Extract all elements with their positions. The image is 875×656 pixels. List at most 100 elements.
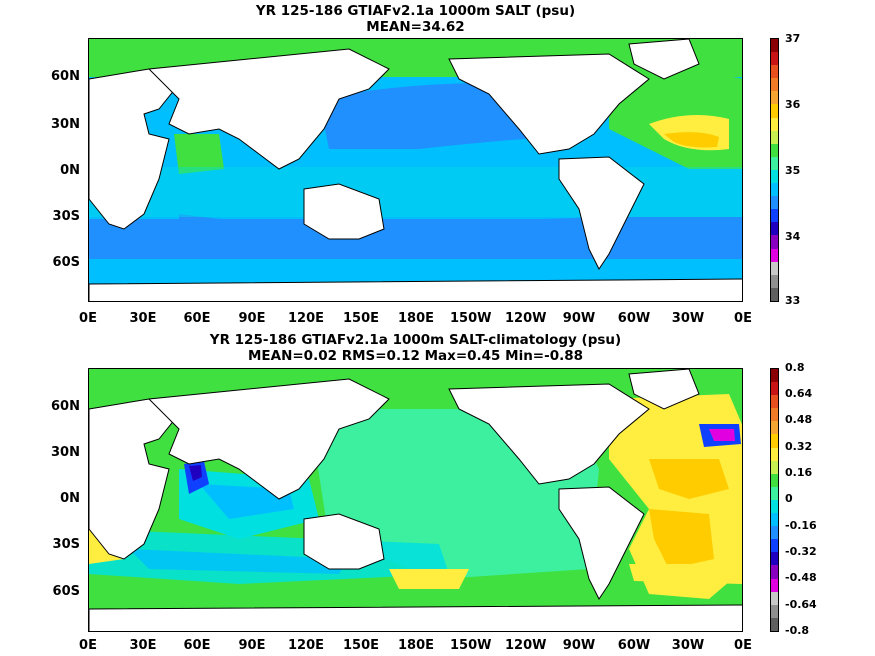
panel2-lat-label: 30S [52,537,80,552]
panel2-lat-label: 60S [52,584,80,599]
panel2-lat-label: 0N [60,491,80,506]
lon-label: 150W [450,638,492,653]
lon-label: 120E [287,311,325,326]
colorbar-segment [771,39,778,53]
panel1-lat-label: 0N [60,163,80,178]
lon-label: 60W [617,638,651,653]
panel2-colorbar-label: 0.8 [785,361,805,374]
panel2-lat-label: 60N [51,399,80,414]
panel1-subtitle: MEAN=34.62 [366,19,465,35]
lon-label: 180E [397,311,435,326]
panel1-colorbar-label: 35 [785,164,801,177]
lon-label: 120W [505,638,547,653]
panel1-colorbar [770,38,779,302]
colorbar-segment [771,369,778,383]
panel1-title: YR 125-186 GTIAFv2.1a 1000m SALT (psu) [255,3,576,19]
colorbar-segment [771,156,778,170]
colorbar-segment [771,526,778,540]
lon-label: 30W [671,638,705,653]
colorbar-segment [771,395,778,409]
colorbar-segment [771,91,778,105]
lon-label: 150E [342,638,380,653]
lon-label: 150W [450,311,492,326]
colorbar-segment [771,565,778,579]
colorbar-segment [771,196,778,210]
colorbar-segment [771,539,778,553]
panel1-colorbar-label: 34 [785,230,801,243]
panel1-colorbar-label: 36 [785,98,801,111]
panel2-colorbar-label: 0 [785,492,793,505]
colorbar-segment [771,274,778,288]
colorbar-segment [771,248,778,262]
colorbar-segment [771,143,778,157]
panel2-title: YR 125-186 GTIAFv2.1a 1000m SALT-climato… [209,332,622,348]
panel1-lat-label: 60N [51,69,80,84]
colorbar-segment [771,169,778,184]
colorbar-segment [771,52,778,66]
panel1-colorbar-label: 33 [785,294,801,307]
colorbar-segment [771,183,778,197]
colorbar-segment [771,117,778,131]
colorbar-segment [771,460,778,474]
lon-label: 30W [671,311,705,326]
panel2-lat-label: 30N [51,445,80,460]
lon-label: 0E [79,638,97,653]
colorbar-segment [771,287,778,301]
colorbar-segment [771,513,778,527]
lon-label: 90W [562,311,596,326]
panel2-colorbar [770,368,779,632]
colorbar-segment [771,499,778,514]
colorbar-segment [771,222,778,236]
panel1-lat-label: 30S [52,209,80,224]
lon-label: 0E [734,311,752,326]
panel2-subtitle: MEAN=0.02 RMS=0.12 Max=0.45 Min=-0.88 [247,348,584,364]
lon-label: 60E [183,311,211,326]
colorbar-segment [771,235,778,249]
lon-label: 180E [397,638,435,653]
lon-label: 0E [79,311,97,326]
colorbar-segment [771,434,778,448]
panel2-colorbar-label: 0.64 [785,387,813,400]
colorbar-segment [771,382,778,396]
colorbar-segment [771,65,778,79]
colorbar-segment [771,473,778,487]
panel1-lat-label: 60S [52,255,80,270]
colorbar-segment [771,209,778,223]
panel1-salinity-map [88,38,743,302]
colorbar-segment [771,578,778,592]
lon-label: 60E [183,638,211,653]
panel2-colorbar-label: -0.32 [785,545,817,558]
panel2-colorbar-label: -0.16 [785,519,817,532]
colorbar-segment [771,78,778,92]
colorbar-segment [771,447,778,461]
lon-label: 90E [238,311,266,326]
panel2-salinity-anomaly-map [88,368,743,632]
panel1-colorbar-label: 37 [785,32,801,45]
panel2-colorbar-label: 0.48 [785,413,813,426]
colorbar-segment [771,552,778,566]
lon-label: 120W [505,311,547,326]
colorbar-segment [771,486,778,500]
colorbar-segment [771,617,778,631]
colorbar-segment [771,604,778,618]
panel2-colorbar-label: 0.16 [785,466,813,479]
lon-label: 30E [129,311,157,326]
panel2-colorbar-label: -0.48 [785,571,817,584]
panel2-colorbar-label: -0.8 [785,624,810,637]
colorbar-segment [771,408,778,422]
colorbar-segment [771,421,778,435]
lon-label: 90W [562,638,596,653]
colorbar-segment [771,261,778,275]
lon-label: 150E [342,311,380,326]
lon-label: 120E [287,638,325,653]
colorbar-segment [771,591,778,605]
lon-label: 90E [238,638,266,653]
colorbar-segment [771,130,778,144]
panel1-lat-label: 30N [51,117,80,132]
lon-label: 60W [617,311,651,326]
lon-label: 30E [129,638,157,653]
lon-label: 0E [734,638,752,653]
colorbar-segment [771,104,778,118]
panel2-colorbar-label: -0.64 [785,598,817,611]
panel2-colorbar-label: 0.32 [785,440,813,453]
